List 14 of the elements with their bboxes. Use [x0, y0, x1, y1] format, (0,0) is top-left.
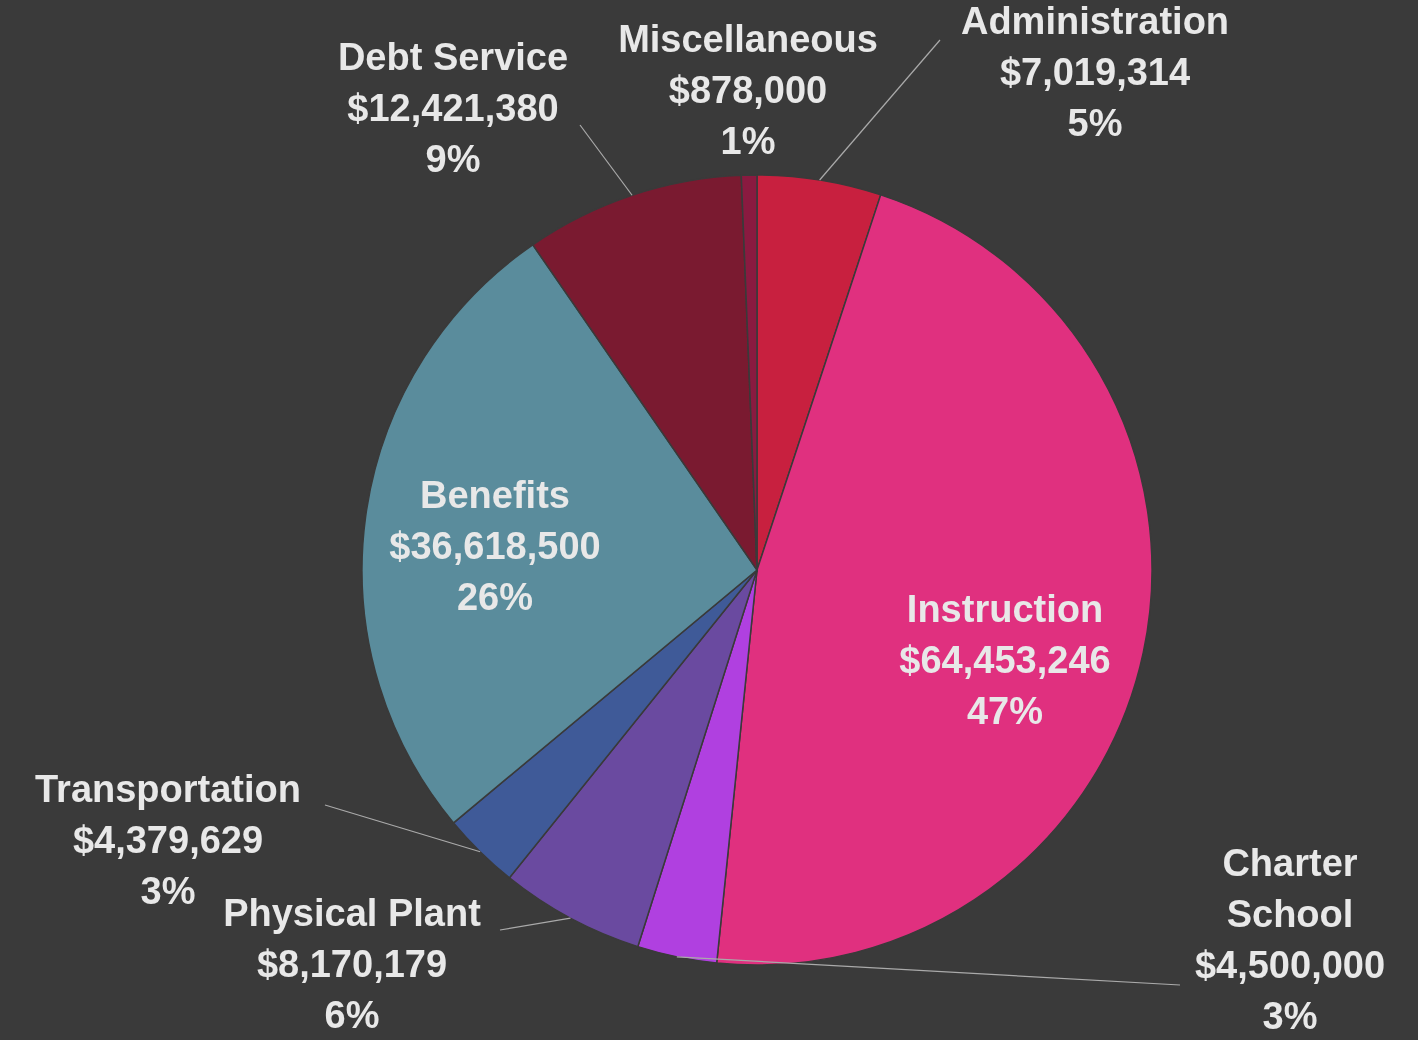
data-label: $7,019,314 5%: [999, 51, 1191, 144]
slice-label: Charter School: [1222, 842, 1358, 935]
slice-label: Transportation: [34, 768, 302, 810]
slice-label: Administration: [960, 0, 1230, 42]
data-label: $36,618,500 26%: [389, 525, 601, 618]
data-label: $878,000 1%: [668, 69, 828, 162]
slice-label: Debt Service: [337, 36, 569, 78]
slice-label: Benefits: [420, 474, 570, 516]
data-label: $12,421,380 9%: [347, 87, 559, 180]
slice-label: Instruction: [906, 588, 1104, 630]
data-label: $4,500,000 3%: [1194, 944, 1386, 1037]
data-label: $8,170,179 6%: [256, 943, 448, 1036]
slice-label: Miscellaneous: [618, 18, 878, 60]
data-label: $64,453,246 47%: [899, 639, 1111, 732]
